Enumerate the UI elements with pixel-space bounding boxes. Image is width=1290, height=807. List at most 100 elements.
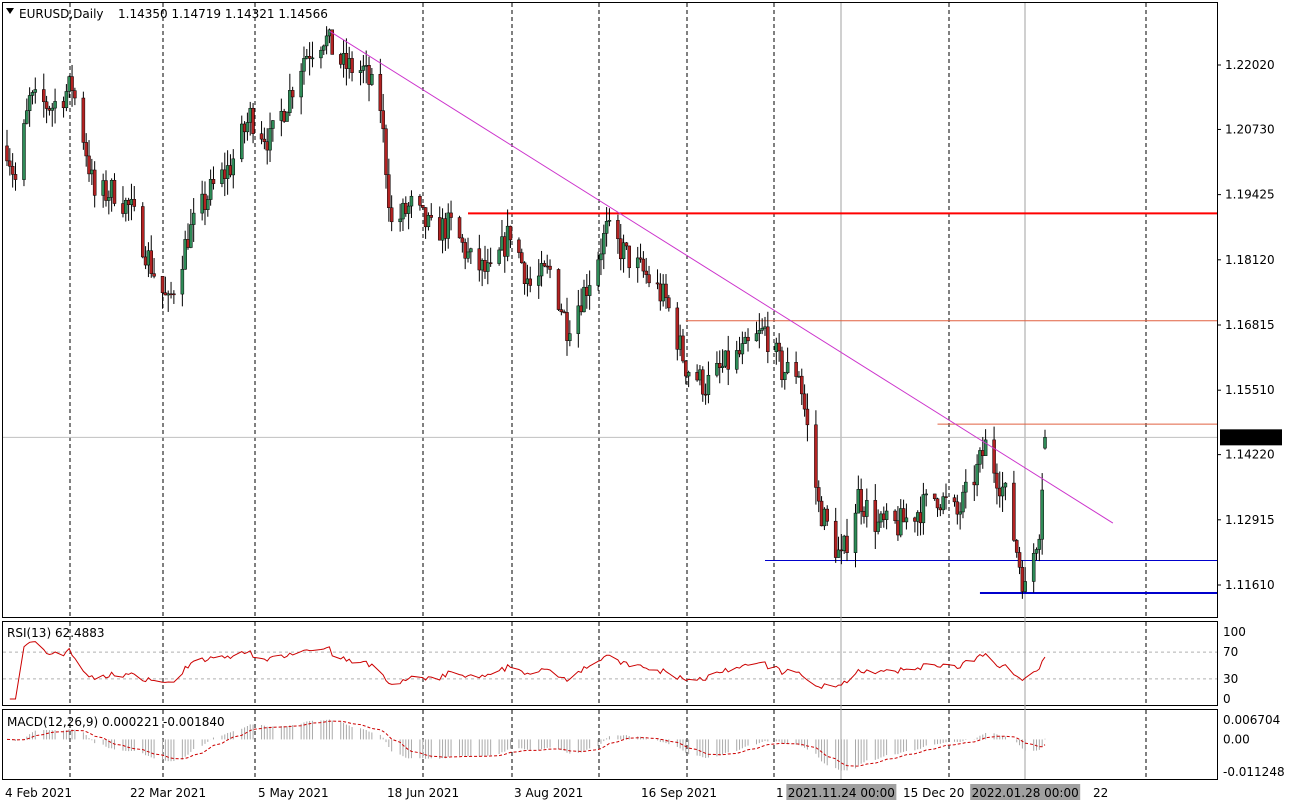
candle-body [73, 90, 77, 99]
candle-body [440, 218, 445, 241]
candle-body [1017, 552, 1022, 568]
candle-body [992, 439, 996, 474]
price-tick-label: 1.15510 [1225, 383, 1275, 397]
current-price-badge [1220, 429, 1282, 446]
candle-body [104, 180, 108, 201]
candle-body [409, 195, 414, 207]
candle-body [596, 259, 600, 286]
candle-body [944, 496, 948, 498]
candle-body [616, 220, 620, 240]
candle-body [720, 365, 725, 368]
candle-body [754, 333, 759, 342]
price-tick-label: 1.18120 [1225, 253, 1275, 267]
candle-body [124, 199, 128, 214]
candle-body [112, 180, 117, 204]
macd-series [6, 719, 1046, 771]
macd-panel [2, 709, 1218, 780]
candle-body [166, 293, 170, 296]
candle-body [576, 305, 581, 334]
candle-body [423, 207, 428, 228]
candle-body [896, 520, 900, 536]
candle-body [251, 107, 255, 134]
rsi-tick-label: 100 [1223, 625, 1246, 639]
candle-body [706, 374, 711, 395]
candle-body [621, 242, 626, 260]
candle-body [279, 111, 284, 121]
candle-body [449, 212, 453, 218]
candle-body [520, 252, 524, 264]
candle-body [288, 90, 292, 113]
candle-body [5, 145, 9, 162]
candle-body [418, 195, 422, 206]
candle-body [904, 517, 909, 523]
time-grid [3, 3, 1217, 779]
candle-body [262, 138, 267, 142]
candle-body [389, 207, 394, 223]
candle-body [667, 297, 671, 309]
candle-body [319, 49, 323, 59]
candle-body [129, 199, 134, 205]
candle-body [33, 89, 38, 93]
candle-body [1037, 538, 1042, 550]
main-panel [2, 2, 1218, 618]
candle-body [1023, 581, 1027, 592]
candle-body [661, 283, 665, 302]
candle-body [488, 262, 493, 264]
candle-body [978, 450, 982, 465]
candle-body [935, 498, 940, 509]
axes: 1.22020 1.20730 1.19425 1.18120 1.16815 1.155… [5, 58, 1285, 800]
candle-body [240, 123, 244, 160]
candle-body [466, 251, 470, 259]
candle-body [500, 236, 504, 251]
candle-body [825, 508, 829, 522]
candle-body [836, 549, 841, 558]
candle-body [556, 269, 561, 310]
candle-body [370, 73, 374, 85]
candle-body [542, 263, 547, 267]
candle-body [324, 35, 329, 47]
candle-body [901, 508, 906, 523]
candle-body [1000, 486, 1005, 497]
candle-body [426, 215, 431, 228]
candle-body [107, 197, 111, 201]
candle-body [800, 375, 804, 395]
crosshair-date-badge [970, 784, 1081, 800]
candle-body [585, 286, 589, 296]
candle-body [814, 424, 818, 488]
candle-body [618, 238, 623, 260]
candle-body [27, 95, 32, 111]
trendline[interactable] [329, 30, 1114, 524]
candle-body [876, 521, 880, 532]
candle-body [958, 511, 962, 515]
candle-body [695, 372, 699, 381]
price-tick-label: 1.16815 [1225, 318, 1275, 332]
candle-body [802, 393, 807, 410]
candle-body [146, 250, 151, 266]
candle-body [819, 500, 824, 527]
candle-body [777, 342, 781, 352]
candle-body [972, 481, 977, 486]
candle-body [579, 305, 583, 313]
candle-body [505, 225, 510, 257]
candle-body [797, 375, 801, 378]
candle-body [599, 253, 603, 261]
time-tick-label: 22 [1093, 786, 1108, 800]
candle-body [918, 512, 923, 524]
candle-body [1031, 552, 1036, 582]
candle-body [559, 309, 564, 313]
candle-body [587, 285, 592, 296]
candle-body [845, 535, 849, 553]
macd-tick-label: -0.011248 [1223, 765, 1285, 779]
candle-body [132, 199, 137, 207]
candle-body [42, 89, 46, 103]
candle-body [469, 248, 473, 253]
candle-body [627, 245, 631, 269]
candle-body [774, 342, 779, 352]
collapse-triangle-icon[interactable] [6, 8, 14, 14]
candle-body [780, 350, 784, 381]
candle-body [248, 107, 252, 123]
time-tick-label: 18 Jun 2021 [387, 786, 459, 800]
horizontal-levels[interactable] [468, 212, 1217, 594]
candle-body [152, 273, 156, 277]
